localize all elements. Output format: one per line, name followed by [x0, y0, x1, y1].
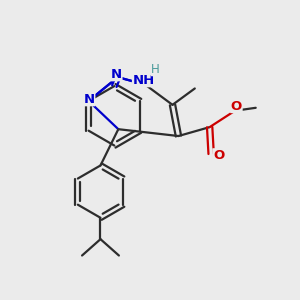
Text: H: H — [151, 63, 160, 76]
Text: NH: NH — [133, 74, 155, 87]
Text: O: O — [231, 100, 242, 112]
Text: N: N — [84, 93, 95, 106]
Text: O: O — [213, 149, 224, 162]
Text: N: N — [111, 68, 122, 81]
